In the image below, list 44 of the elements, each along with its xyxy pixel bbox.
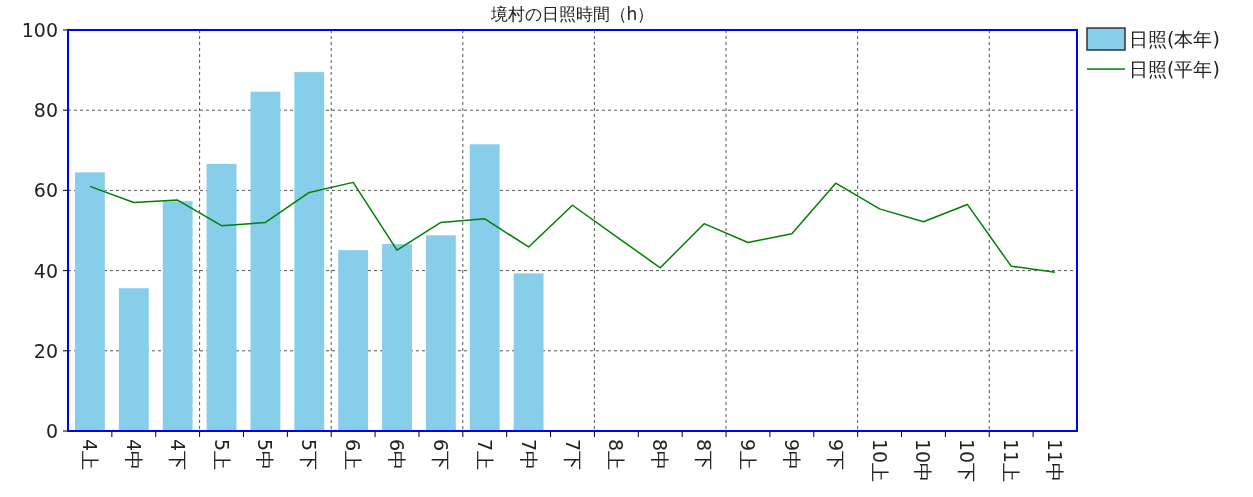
line-series: [89, 181, 1056, 273]
y-tick-label: 60: [33, 179, 58, 202]
x-tick-label: 4下: [166, 439, 189, 471]
x-tick-label: 5中: [254, 439, 277, 471]
y-tick-label: 100: [21, 19, 58, 41]
bar: [250, 91, 281, 431]
x-tick-label: 10中: [912, 439, 935, 483]
x-tick-label: 6下: [429, 439, 452, 471]
x-tick-label: 6上: [342, 439, 365, 471]
legend-label: 日照(平年): [1129, 58, 1220, 80]
y-tick-label: 0: [45, 420, 58, 442]
x-tick-label: 10下: [956, 439, 979, 483]
bar: [75, 172, 105, 431]
x-tick-label: 9下: [824, 439, 847, 471]
y-tick-label: 40: [33, 259, 58, 282]
x-tick-label: 7上: [473, 439, 496, 471]
x-tick-label: 9中: [780, 439, 803, 471]
bar: [382, 244, 412, 431]
x-tick-label: 8下: [693, 439, 716, 471]
x-tick-label: 9上: [736, 439, 759, 471]
x-tick-label: 5下: [298, 439, 321, 471]
bar: [338, 250, 369, 431]
x-tick-label: 8上: [605, 439, 628, 471]
x-tick-label: 5上: [210, 439, 233, 471]
legend-label: 日照(本年): [1129, 28, 1220, 50]
bar: [425, 235, 456, 431]
x-tick-label: 4中: [122, 439, 145, 471]
x-tick-label: 7下: [561, 439, 584, 471]
x-tick-label: 8中: [649, 439, 672, 471]
chart-title: 境村の日照時間（h）: [489, 4, 655, 24]
x-tick-label: 11中: [1044, 439, 1067, 483]
bar: [294, 72, 325, 431]
y-tick-label: 80: [33, 99, 58, 122]
x-tick-label: 7中: [517, 439, 540, 471]
x-tick-label: 6中: [386, 439, 409, 471]
bar: [162, 201, 193, 431]
y-tick-label: 20: [33, 339, 58, 362]
bar: [118, 288, 149, 431]
bar: [513, 273, 544, 431]
x-tick-label: 4上: [78, 439, 101, 471]
bar: [469, 144, 500, 431]
bar: [206, 163, 237, 431]
x-tick-label: 11上: [1000, 439, 1023, 483]
x-tick-label: 10上: [868, 439, 891, 483]
